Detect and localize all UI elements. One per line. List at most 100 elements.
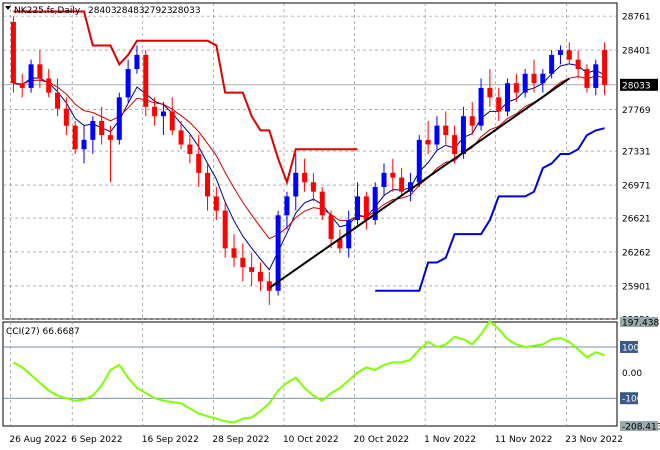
candle-body xyxy=(107,135,113,140)
dropdown-triangle-icon[interactable] xyxy=(5,6,11,10)
x-tick-label: 20 Oct 2022 xyxy=(354,435,410,445)
candle-body xyxy=(584,69,590,88)
cci-bound-box xyxy=(620,317,658,327)
price-panel-frame xyxy=(2,2,618,320)
symbol-label: NK225.fs,Daily xyxy=(14,6,81,16)
candle-body xyxy=(487,87,493,98)
candle-body xyxy=(372,186,378,221)
candle-body xyxy=(169,111,175,131)
low-value: 27923 xyxy=(144,6,173,16)
candle-body xyxy=(381,172,387,187)
candle-body xyxy=(363,196,369,221)
candle-body xyxy=(513,83,519,93)
candle-body xyxy=(399,177,405,192)
candle-body xyxy=(328,215,334,239)
candle-body xyxy=(549,54,555,74)
candle-body xyxy=(478,87,484,126)
candle-body xyxy=(240,257,246,268)
candle-body xyxy=(37,64,43,79)
ma-slow-line xyxy=(13,75,605,240)
price-tick-label: 28761 xyxy=(622,13,651,23)
x-tick-label: 23 Nov 2022 xyxy=(565,435,623,445)
candle-body xyxy=(390,172,396,178)
cci-tick-label: 0.00 xyxy=(622,369,642,379)
current-price-box xyxy=(620,78,658,91)
trendlines xyxy=(268,77,570,289)
stop-lower-line xyxy=(375,127,605,292)
close-value: 28033 xyxy=(172,6,201,16)
candle-body xyxy=(407,182,413,192)
candle-body xyxy=(452,135,458,154)
candle-body xyxy=(81,139,87,150)
x-tick-label: 1 Nov 2022 xyxy=(424,435,476,445)
x-tick-label: 26 Aug 2022 xyxy=(9,435,67,445)
stop-upper-line xyxy=(13,10,358,186)
candle-body xyxy=(90,120,96,140)
candle-body xyxy=(213,196,219,211)
candle-body xyxy=(178,130,184,145)
candle-body xyxy=(55,92,61,109)
x-tick-label: 6 Sep 2022 xyxy=(71,435,122,445)
candle-body xyxy=(496,97,502,112)
x-tick-label: 10 Oct 2022 xyxy=(283,435,339,445)
price-tick-label: 26621 xyxy=(622,215,651,225)
candle-body xyxy=(602,49,608,85)
cci-tick-label: -100 xyxy=(622,395,643,405)
candle-body xyxy=(416,139,422,183)
cci-title: CCI(27) 66.6687 xyxy=(6,327,80,337)
candle-body xyxy=(531,73,537,84)
x-tick-label: 16 Sep 2022 xyxy=(142,435,199,445)
candle-body xyxy=(566,50,572,60)
candle-body xyxy=(160,111,166,117)
price-tick-label: 26262 xyxy=(622,248,651,258)
grid xyxy=(3,3,617,426)
x-axis: 26 Aug 2022 6 Sep 2022 16 Sep 2022 28 Sep 2… xyxy=(9,435,623,445)
x-tick-label: 28 Sep 2022 xyxy=(212,435,269,445)
candle-body xyxy=(257,271,263,282)
candle-body xyxy=(540,73,546,84)
candle-body xyxy=(205,172,211,197)
cci-panel-frame xyxy=(2,321,618,427)
candle-body xyxy=(505,83,511,112)
candle-body xyxy=(266,281,272,291)
candle-body xyxy=(425,139,431,145)
candle-body xyxy=(249,267,255,272)
candle-body xyxy=(522,73,528,93)
candle-body xyxy=(293,172,299,197)
candle-body xyxy=(575,59,581,70)
candle-body xyxy=(355,196,361,221)
cci-level-box xyxy=(620,392,638,405)
candle-body xyxy=(557,50,563,55)
cci-tick-label: 100 xyxy=(622,343,639,353)
candle-body xyxy=(460,116,466,154)
cci-line-group xyxy=(12,319,605,424)
candle-body xyxy=(10,21,16,84)
candle-body xyxy=(319,191,325,216)
candle-body xyxy=(443,125,449,136)
stop-lines xyxy=(13,10,605,292)
price-tick-label: 27331 xyxy=(622,148,651,158)
candle-body xyxy=(310,182,316,192)
candle-body xyxy=(434,125,440,145)
candle-body xyxy=(196,153,202,173)
candle-body xyxy=(125,69,131,98)
candle-body xyxy=(19,83,25,88)
candle-body xyxy=(134,54,140,70)
candle-body xyxy=(231,248,237,258)
candle-body xyxy=(302,172,308,183)
candle-body xyxy=(593,64,599,88)
candle-body xyxy=(337,238,343,249)
candle-body xyxy=(346,220,352,249)
candle-body xyxy=(72,125,78,150)
candle-body xyxy=(63,108,69,126)
cci-line xyxy=(12,319,605,424)
cci-axis: 197.4382 100 0.00 -100 -208.4133 xyxy=(620,317,660,433)
x-tick-label: 11 Nov 2022 xyxy=(495,435,553,445)
candle-body xyxy=(99,120,105,136)
candlesticks xyxy=(10,16,608,305)
header: NK225.fs,Daily 28403 28483 27923 28033 xyxy=(5,6,201,16)
candle-body xyxy=(152,106,158,117)
candle-body xyxy=(187,144,193,154)
cci-bound-box xyxy=(620,421,658,431)
